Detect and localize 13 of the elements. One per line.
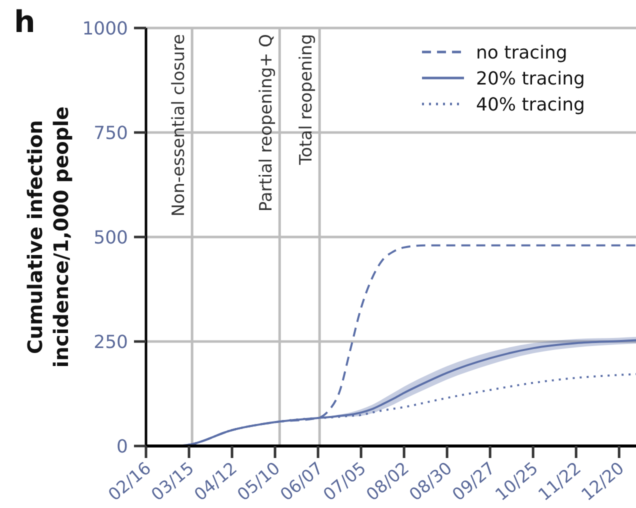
y-tick-label: 250 — [94, 332, 128, 353]
ref-line-label: Total reopening — [296, 34, 317, 166]
legend-label: 20% tracing — [476, 68, 585, 90]
legend-label: no tracing — [476, 42, 568, 64]
y-tick-label: 0 — [116, 436, 128, 458]
ref-line-label: Non-essential closure — [169, 34, 190, 217]
legend-label: 40% tracing — [476, 94, 585, 116]
chart-title: h — [14, 5, 36, 40]
y-axis-title: Cumulative infection incidence/1,000 people — [23, 106, 73, 368]
y-tick-label: 500 — [94, 227, 128, 248]
y-tick-label: 1000 — [82, 18, 128, 40]
y-tick-label: 750 — [94, 122, 128, 144]
ref-line-label: Partial reopening+ Q — [256, 34, 277, 212]
